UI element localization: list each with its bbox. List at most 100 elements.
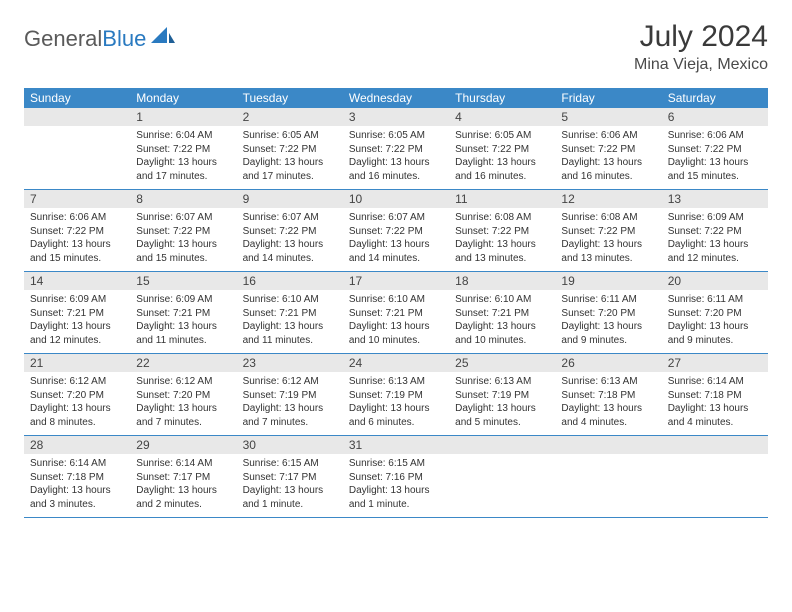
- daylight-line2: and 16 minutes.: [455, 170, 549, 184]
- day-number: 28: [24, 436, 130, 454]
- day-number: 18: [449, 272, 555, 290]
- day-number: 1: [130, 108, 236, 126]
- sunrise-text: Sunrise: 6:11 AM: [561, 293, 655, 307]
- day-number: 31: [343, 436, 449, 454]
- sunrise-text: Sunrise: 6:15 AM: [243, 457, 337, 471]
- daylight-line2: and 12 minutes.: [668, 252, 762, 266]
- daylight-line2: and 14 minutes.: [349, 252, 443, 266]
- sunset-text: Sunset: 7:22 PM: [136, 225, 230, 239]
- day-cell: 3Sunrise: 6:05 AMSunset: 7:22 PMDaylight…: [343, 108, 449, 189]
- month-title: July 2024: [634, 20, 768, 54]
- day-details: Sunrise: 6:07 AMSunset: 7:22 PMDaylight:…: [130, 208, 236, 271]
- daylight-line1: Daylight: 13 hours: [30, 238, 124, 252]
- sunset-text: Sunset: 7:18 PM: [30, 471, 124, 485]
- daylight-line2: and 4 minutes.: [561, 416, 655, 430]
- sunrise-text: Sunrise: 6:04 AM: [136, 129, 230, 143]
- sunrise-text: Sunrise: 6:12 AM: [243, 375, 337, 389]
- daylight-line1: Daylight: 13 hours: [136, 402, 230, 416]
- day-number: 22: [130, 354, 236, 372]
- sunset-text: Sunset: 7:17 PM: [243, 471, 337, 485]
- day-cell: 5Sunrise: 6:06 AMSunset: 7:22 PMDaylight…: [555, 108, 661, 189]
- day-details: Sunrise: 6:06 AMSunset: 7:22 PMDaylight:…: [24, 208, 130, 271]
- day-cell: 31Sunrise: 6:15 AMSunset: 7:16 PMDayligh…: [343, 436, 449, 517]
- day-details: Sunrise: 6:13 AMSunset: 7:19 PMDaylight:…: [449, 372, 555, 435]
- day-cell: 24Sunrise: 6:13 AMSunset: 7:19 PMDayligh…: [343, 354, 449, 435]
- sunrise-text: Sunrise: 6:10 AM: [349, 293, 443, 307]
- sunset-text: Sunset: 7:22 PM: [455, 225, 549, 239]
- sunrise-text: Sunrise: 6:09 AM: [668, 211, 762, 225]
- day-number: 7: [24, 190, 130, 208]
- day-number: [449, 436, 555, 454]
- sunrise-text: Sunrise: 6:05 AM: [349, 129, 443, 143]
- daylight-line2: and 15 minutes.: [136, 252, 230, 266]
- day-cell: 19Sunrise: 6:11 AMSunset: 7:20 PMDayligh…: [555, 272, 661, 353]
- daylight-line2: and 10 minutes.: [349, 334, 443, 348]
- sunrise-text: Sunrise: 6:11 AM: [668, 293, 762, 307]
- sunrise-text: Sunrise: 6:07 AM: [243, 211, 337, 225]
- brand-part2: Blue: [102, 26, 146, 51]
- sunrise-text: Sunrise: 6:07 AM: [349, 211, 443, 225]
- weekday-header: Tuesday: [237, 88, 343, 108]
- sunset-text: Sunset: 7:22 PM: [349, 225, 443, 239]
- day-number: 16: [237, 272, 343, 290]
- week-row: 1Sunrise: 6:04 AMSunset: 7:22 PMDaylight…: [24, 108, 768, 190]
- day-details: Sunrise: 6:06 AMSunset: 7:22 PMDaylight:…: [555, 126, 661, 189]
- daylight-line2: and 16 minutes.: [561, 170, 655, 184]
- day-cell: 1Sunrise: 6:04 AMSunset: 7:22 PMDaylight…: [130, 108, 236, 189]
- day-cell: 14Sunrise: 6:09 AMSunset: 7:21 PMDayligh…: [24, 272, 130, 353]
- daylight-line2: and 11 minutes.: [136, 334, 230, 348]
- day-details: Sunrise: 6:09 AMSunset: 7:21 PMDaylight:…: [24, 290, 130, 353]
- day-details: Sunrise: 6:07 AMSunset: 7:22 PMDaylight:…: [343, 208, 449, 271]
- daylight-line2: and 17 minutes.: [136, 170, 230, 184]
- sunset-text: Sunset: 7:19 PM: [455, 389, 549, 403]
- day-details: Sunrise: 6:15 AMSunset: 7:17 PMDaylight:…: [237, 454, 343, 517]
- sunset-text: Sunset: 7:21 PM: [136, 307, 230, 321]
- daylight-line2: and 5 minutes.: [455, 416, 549, 430]
- daylight-line1: Daylight: 13 hours: [349, 156, 443, 170]
- day-details: Sunrise: 6:14 AMSunset: 7:18 PMDaylight:…: [24, 454, 130, 517]
- day-cell: 13Sunrise: 6:09 AMSunset: 7:22 PMDayligh…: [662, 190, 768, 271]
- daylight-line1: Daylight: 13 hours: [349, 402, 443, 416]
- day-cell: 22Sunrise: 6:12 AMSunset: 7:20 PMDayligh…: [130, 354, 236, 435]
- day-number: 14: [24, 272, 130, 290]
- day-details: Sunrise: 6:06 AMSunset: 7:22 PMDaylight:…: [662, 126, 768, 189]
- sunrise-text: Sunrise: 6:13 AM: [349, 375, 443, 389]
- day-details: Sunrise: 6:14 AMSunset: 7:18 PMDaylight:…: [662, 372, 768, 435]
- day-cell: 17Sunrise: 6:10 AMSunset: 7:21 PMDayligh…: [343, 272, 449, 353]
- day-details: Sunrise: 6:09 AMSunset: 7:21 PMDaylight:…: [130, 290, 236, 353]
- day-cell: [555, 436, 661, 517]
- day-number: 17: [343, 272, 449, 290]
- day-cell: 28Sunrise: 6:14 AMSunset: 7:18 PMDayligh…: [24, 436, 130, 517]
- weekday-header: Sunday: [24, 88, 130, 108]
- day-number: 29: [130, 436, 236, 454]
- sunset-text: Sunset: 7:22 PM: [349, 143, 443, 157]
- daylight-line2: and 2 minutes.: [136, 498, 230, 512]
- day-cell: 11Sunrise: 6:08 AMSunset: 7:22 PMDayligh…: [449, 190, 555, 271]
- sunset-text: Sunset: 7:18 PM: [561, 389, 655, 403]
- day-cell: 2Sunrise: 6:05 AMSunset: 7:22 PMDaylight…: [237, 108, 343, 189]
- day-cell: 8Sunrise: 6:07 AMSunset: 7:22 PMDaylight…: [130, 190, 236, 271]
- day-cell: 16Sunrise: 6:10 AMSunset: 7:21 PMDayligh…: [237, 272, 343, 353]
- day-number: 2: [237, 108, 343, 126]
- daylight-line1: Daylight: 13 hours: [455, 238, 549, 252]
- day-number: [555, 436, 661, 454]
- day-number: 8: [130, 190, 236, 208]
- sunset-text: Sunset: 7:22 PM: [668, 143, 762, 157]
- daylight-line2: and 7 minutes.: [243, 416, 337, 430]
- weekday-header-row: Sunday Monday Tuesday Wednesday Thursday…: [24, 88, 768, 108]
- day-cell: 6Sunrise: 6:06 AMSunset: 7:22 PMDaylight…: [662, 108, 768, 189]
- day-details: Sunrise: 6:10 AMSunset: 7:21 PMDaylight:…: [237, 290, 343, 353]
- sail-icon: [150, 25, 176, 50]
- day-cell: 29Sunrise: 6:14 AMSunset: 7:17 PMDayligh…: [130, 436, 236, 517]
- daylight-line1: Daylight: 13 hours: [561, 238, 655, 252]
- day-details: Sunrise: 6:05 AMSunset: 7:22 PMDaylight:…: [449, 126, 555, 189]
- calendar: Sunday Monday Tuesday Wednesday Thursday…: [24, 88, 768, 518]
- sunrise-text: Sunrise: 6:06 AM: [561, 129, 655, 143]
- day-number: 27: [662, 354, 768, 372]
- daylight-line2: and 14 minutes.: [243, 252, 337, 266]
- sunrise-text: Sunrise: 6:08 AM: [561, 211, 655, 225]
- daylight-line2: and 9 minutes.: [668, 334, 762, 348]
- weeks-container: 1Sunrise: 6:04 AMSunset: 7:22 PMDaylight…: [24, 108, 768, 518]
- daylight-line1: Daylight: 13 hours: [561, 320, 655, 334]
- sunset-text: Sunset: 7:22 PM: [30, 225, 124, 239]
